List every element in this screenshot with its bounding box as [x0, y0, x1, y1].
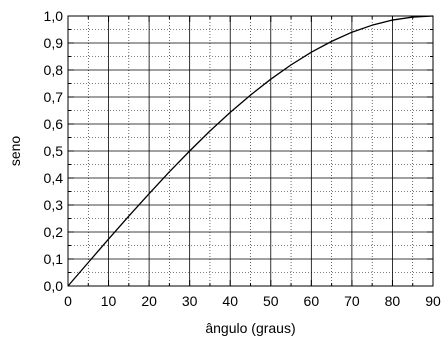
y-tick-label: 0,1: [44, 251, 64, 267]
y-tick-label: 1,0: [44, 8, 64, 24]
y-tick-label: 0,0: [44, 278, 64, 294]
y-tick-label: 0,8: [44, 62, 64, 78]
x-tick-label: 40: [222, 293, 238, 309]
series-layer: [67, 15, 434, 287]
y-tick-label: 0,4: [44, 170, 64, 186]
axis-ticks: [67, 15, 434, 287]
y-tick-label: 0,2: [44, 224, 64, 240]
x-tick-label: 30: [182, 293, 198, 309]
y-axis-label: seno: [7, 136, 23, 167]
x-tick-label: 80: [385, 293, 401, 309]
plot-frame: [67, 15, 434, 287]
x-tick-label: 60: [304, 293, 320, 309]
series-line-0: [67, 15, 434, 287]
x-tick-label: 0: [64, 293, 72, 309]
y-tick-label: 0,3: [44, 197, 64, 213]
x-tick-label: 70: [344, 293, 360, 309]
y-tick-label: 0,5: [44, 143, 64, 159]
y-tick-label: 0,9: [44, 35, 64, 51]
x-tick-label: 10: [101, 293, 117, 309]
x-axis-label: ângulo (graus): [205, 320, 295, 336]
x-tick-label: 20: [141, 293, 157, 309]
y-tick-label: 0,6: [44, 116, 64, 132]
y-tick-label: 0,7: [44, 89, 64, 105]
x-tick-label: 50: [263, 293, 279, 309]
x-tick-label: 90: [425, 293, 441, 309]
x-tick-labels: 0 10 20 30 40 50 60 70 80 90: [64, 293, 441, 309]
y-tick-labels: 0,0 0,1 0,2 0,3 0,4 0,5 0,6 0,7 0,8 0,9 1,0: [44, 8, 64, 294]
